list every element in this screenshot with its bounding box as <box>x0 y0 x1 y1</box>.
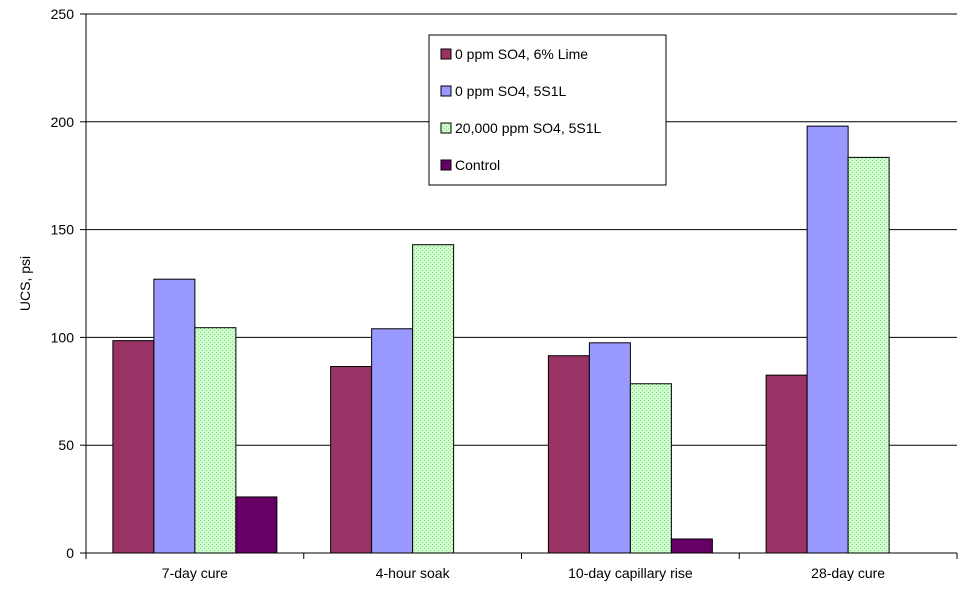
legend-box <box>428 34 667 186</box>
bar <box>629 383 672 554</box>
y-axis-title: UCS, psi <box>17 256 33 311</box>
x-tick-label: 28-day cure <box>811 565 885 581</box>
bar <box>765 374 808 554</box>
y-tick-label: 0 <box>66 545 74 561</box>
x-tick-label: 10-day capillary rise <box>568 565 693 581</box>
bar <box>330 366 373 554</box>
legend-label: 0 ppm SO4, 5S1L <box>455 83 567 99</box>
y-tick-labels: 0 50 100 150 200 250 <box>51 6 75 561</box>
y-tick-label: 150 <box>51 222 75 238</box>
bar <box>112 340 155 554</box>
y-tick-label: 100 <box>51 329 75 345</box>
legend-swatch <box>440 48 452 60</box>
legend-label: 20,000 ppm SO4, 5S1L <box>455 120 602 136</box>
bar <box>806 125 849 554</box>
legend-swatch <box>440 159 452 171</box>
legend-label: 0 ppm SO4, 6% Lime <box>455 46 588 62</box>
bar <box>412 244 455 554</box>
axes <box>80 13 958 559</box>
legend: 0 ppm SO4, 6% Lime 0 ppm SO4, 5S1L 20,000 … <box>428 34 667 186</box>
x-tick-label: 4-hour soak <box>376 565 451 581</box>
legend-swatch <box>440 122 452 134</box>
bar <box>588 342 631 554</box>
y-tick-label: 50 <box>58 437 74 453</box>
bar <box>194 327 237 554</box>
bar <box>235 496 278 554</box>
x-tick-labels: 7-day cure 4-hour soak 10-day capillary ri… <box>162 565 886 581</box>
y-tick-label: 250 <box>51 6 75 22</box>
bar <box>670 538 713 554</box>
bar <box>371 328 414 554</box>
legend-label: Control <box>455 157 500 173</box>
bar <box>847 156 890 554</box>
bar <box>153 278 196 554</box>
bar <box>547 355 590 554</box>
y-tick-label: 200 <box>51 114 75 130</box>
bars <box>112 125 890 554</box>
legend-swatch <box>440 85 452 97</box>
x-tick-label: 7-day cure <box>162 565 228 581</box>
